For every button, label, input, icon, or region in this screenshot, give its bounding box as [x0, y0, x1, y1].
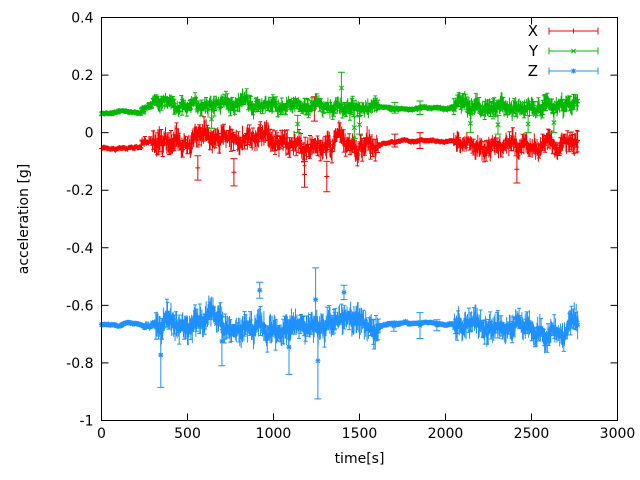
- legend-label-y: Y: [528, 42, 539, 60]
- x-tick-label: 1500: [342, 426, 378, 442]
- y-tick-label: 0.2: [71, 68, 93, 84]
- x-axis-title: time[s]: [335, 451, 385, 467]
- y-tick-label: -0.6: [66, 298, 93, 314]
- y-tick-label: 0.4: [71, 11, 93, 27]
- y-axis-title: acceleration [g]: [16, 164, 32, 275]
- x-tick-label: 500: [174, 426, 201, 442]
- legend-label-z: Z: [528, 62, 538, 80]
- x-tick-label: 2500: [514, 426, 550, 442]
- plot-border: [101, 17, 618, 421]
- y-tick-label: -0.4: [66, 241, 93, 257]
- y-tick-label: 0: [85, 126, 94, 142]
- y-tick-label: -0.8: [66, 356, 93, 372]
- x-tick-label: 3000: [600, 426, 636, 442]
- x-tick-label: 2000: [428, 426, 464, 442]
- y-tick-label: -1: [80, 414, 94, 430]
- x-tick-label: 1000: [256, 426, 292, 442]
- legend-sample-z: [548, 67, 599, 75]
- legend-sample-y: [548, 47, 599, 55]
- legend-label-x: X: [528, 22, 538, 40]
- y-tick-label: -0.2: [66, 183, 93, 199]
- x-tick-label: 0: [97, 426, 106, 442]
- legend-sample-x: [548, 27, 599, 35]
